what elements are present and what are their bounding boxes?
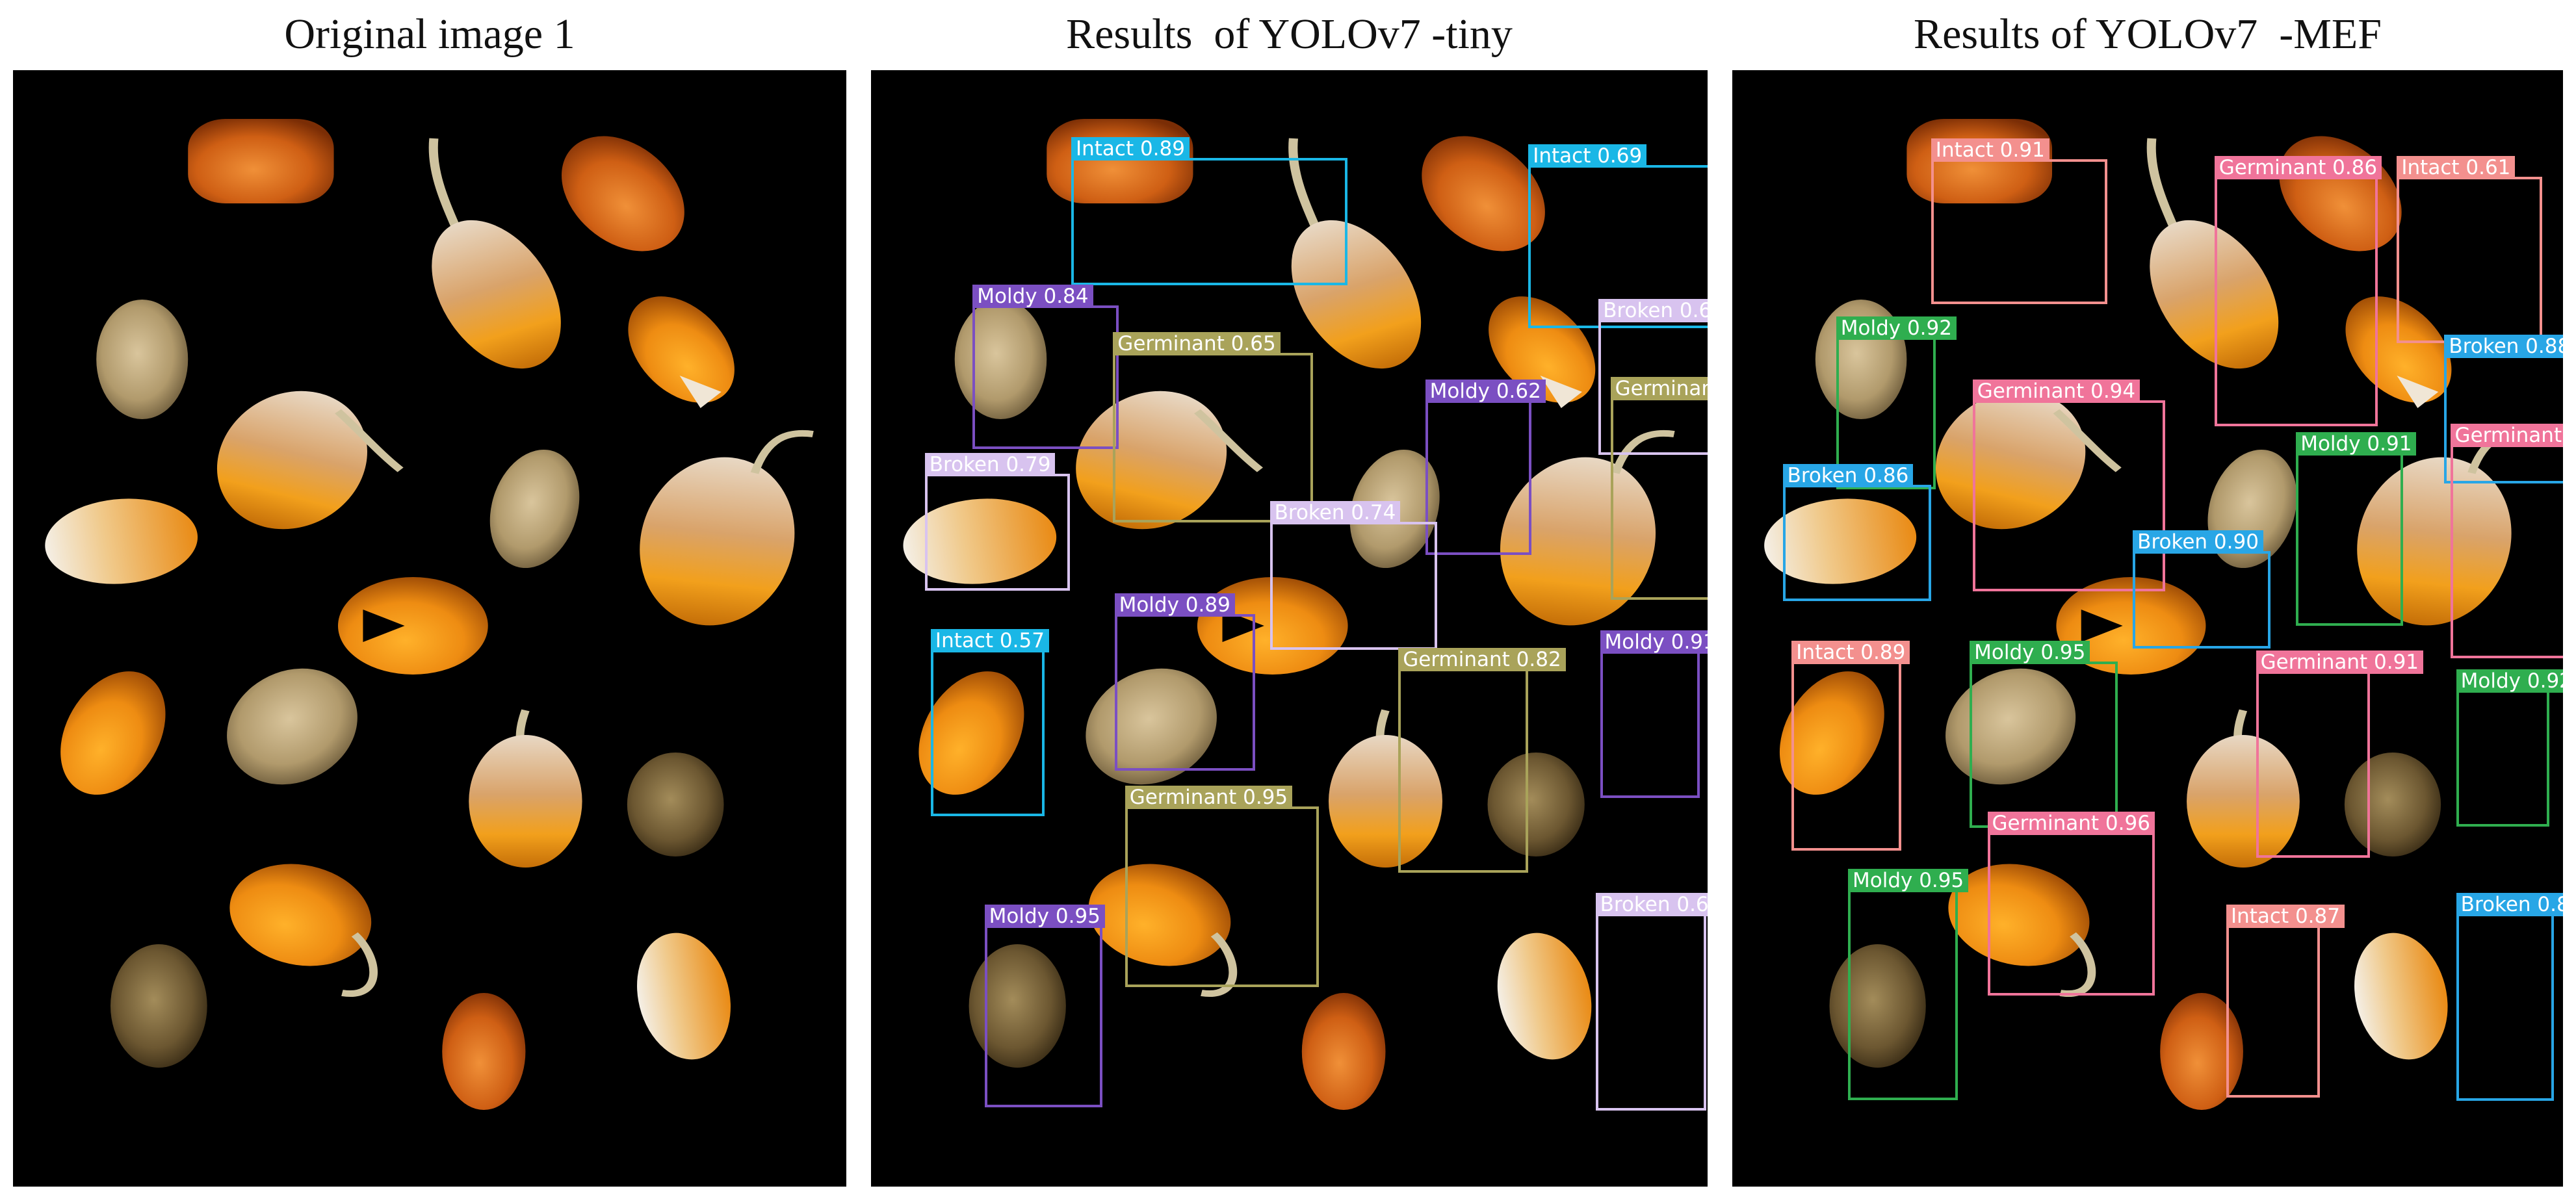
detection-box-moldy: Moldy 0.95 — [984, 904, 1105, 1107]
detection-label: Intact 0.69 — [1528, 144, 1647, 168]
detection-label: Intact 0.57 — [930, 628, 1049, 652]
detection-label: Broken 0.66 — [1595, 892, 1708, 916]
detection-label: Moldy 0.95 — [984, 904, 1105, 928]
detection-box-germinant: Germinant 0.91 — [2256, 650, 2424, 858]
detection-box-broken: Broken 0.87 — [2456, 892, 2563, 1101]
detection-label: Germinant 0.91 — [2256, 650, 2424, 674]
detection-label: Germinant 0.86 — [2214, 156, 2382, 180]
detection-label: Germinant 0.95 — [1125, 786, 1293, 810]
yolov7-tiny-panel: Intact 0.89 Intact 0.69 Moldy 0.84 Germinan… — [871, 70, 1708, 1187]
detection-label: Germinant 0.70 — [1610, 377, 1708, 401]
detection-label: Broken 0.86 — [1782, 463, 1914, 487]
detection-box-germinant: Germinant 0.96 — [1987, 812, 2155, 996]
detection-box-moldy: Moldy 0.95 — [1848, 869, 1969, 1100]
detection-box-broken: Broken 0.66 — [1595, 892, 1708, 1111]
detection-box-germinant: Germinant 0.91 — [2450, 423, 2563, 658]
tiny-detections-layer: Intact 0.89 Intact 0.69 Moldy 0.84 Germinan… — [871, 70, 1708, 1187]
detection-box-moldy: Moldy 0.92 — [1836, 316, 1957, 490]
detection-box-intact: Intact 0.91 — [1931, 138, 2108, 305]
detection-box-moldy: Moldy 0.89 — [1114, 593, 1255, 771]
detection-label: Broken 0.79 — [924, 453, 1056, 477]
title-yolov7-mef: Results of YOLOv7 -MEF — [1914, 10, 2382, 58]
detection-label: Broken 0.87 — [2456, 892, 2563, 916]
detection-box-broken: Broken 0.90 — [2133, 530, 2271, 649]
detection-box-moldy: Moldy 0.91 — [2296, 431, 2417, 626]
detection-box-moldy: Moldy 0.92 — [2456, 669, 2563, 827]
detection-box-intact: Intact 0.61 — [2397, 156, 2543, 344]
detection-label: Intact 0.87 — [2226, 904, 2345, 928]
detection-box-germinant: Germinant 0.95 — [1125, 786, 1320, 987]
detection-label: Intact 0.61 — [2397, 156, 2516, 180]
detection-box-broken: Broken 0.74 — [1269, 500, 1437, 650]
corn-kernels-photo — [13, 70, 846, 1187]
original-image-panel — [13, 70, 846, 1187]
mef-detections-layer: Intact 0.91 Germinant 0.86 Intact 0.61 Mold… — [1732, 70, 2563, 1187]
detection-box-broken: Broken 0.79 — [924, 453, 1070, 591]
detection-box-intact: Intact 0.87 — [2226, 904, 2345, 1098]
detection-box-moldy: Moldy 0.84 — [972, 284, 1119, 450]
detection-box-intact: Intact 0.89 — [1791, 641, 1910, 851]
detection-label: Germinant 0.65 — [1113, 331, 1281, 355]
detection-label: Moldy 0.95 — [1848, 869, 1969, 893]
detection-label: Moldy 0.92 — [1836, 316, 1957, 341]
detection-label: Moldy 0.89 — [1114, 593, 1235, 617]
detection-label: Broken 0.68 — [1598, 298, 1708, 322]
detection-label: Moldy 0.62 — [1425, 380, 1546, 404]
detection-label: Moldy 0.92 — [2456, 669, 2563, 693]
detection-box-moldy: Moldy 0.91 — [1600, 630, 1708, 799]
detection-label: Moldy 0.91 — [1600, 630, 1708, 654]
detection-box-germinant: Germinant 0.65 — [1113, 331, 1314, 523]
detection-label: Moldy 0.91 — [2296, 431, 2417, 456]
detection-box-germinant: Germinant 0.70 — [1610, 377, 1708, 600]
detection-label: Intact 0.89 — [1791, 641, 1910, 665]
detection-box-germinant: Germinant 0.86 — [2214, 156, 2382, 427]
detection-label: Germinant 0.82 — [1398, 648, 1566, 672]
yolov7-mef-panel: Intact 0.91 Germinant 0.86 Intact 0.61 Mold… — [1732, 70, 2563, 1187]
detection-box-intact: Intact 0.69 — [1528, 144, 1708, 328]
detection-box-germinant: Germinant 0.94 — [1972, 380, 2166, 592]
detection-label: Broken 0.90 — [2133, 530, 2263, 554]
detection-label: Germinant 0.96 — [1987, 812, 2155, 836]
detection-box-germinant: Germinant 0.82 — [1398, 648, 1566, 873]
detection-label: Germinant 0.91 — [2450, 423, 2563, 447]
detection-box-intact: Intact 0.89 — [1071, 137, 1348, 285]
detection-box-moldy: Moldy 0.62 — [1425, 380, 1546, 555]
title-yolov7-tiny: Results of YOLOv7 -tiny — [1066, 10, 1513, 58]
detection-label: Moldy 0.84 — [972, 284, 1093, 308]
detection-box-moldy: Moldy 0.95 — [1970, 641, 2118, 829]
detection-box-broken: Broken 0.88 — [2444, 334, 2563, 483]
detection-label: Moldy 0.95 — [1970, 641, 2090, 665]
detection-label: Intact 0.89 — [1071, 137, 1190, 161]
detection-label: Broken 0.88 — [2444, 334, 2563, 358]
detection-label: Intact 0.91 — [1931, 138, 2049, 162]
title-original: Original image 1 — [284, 10, 575, 58]
detection-label: Germinant 0.94 — [1972, 380, 2140, 404]
detection-box-broken: Broken 0.86 — [1782, 463, 1931, 601]
detection-box-intact: Intact 0.57 — [930, 628, 1049, 816]
detection-label: Broken 0.74 — [1269, 500, 1401, 524]
detection-box-broken: Broken 0.68 — [1598, 298, 1708, 456]
